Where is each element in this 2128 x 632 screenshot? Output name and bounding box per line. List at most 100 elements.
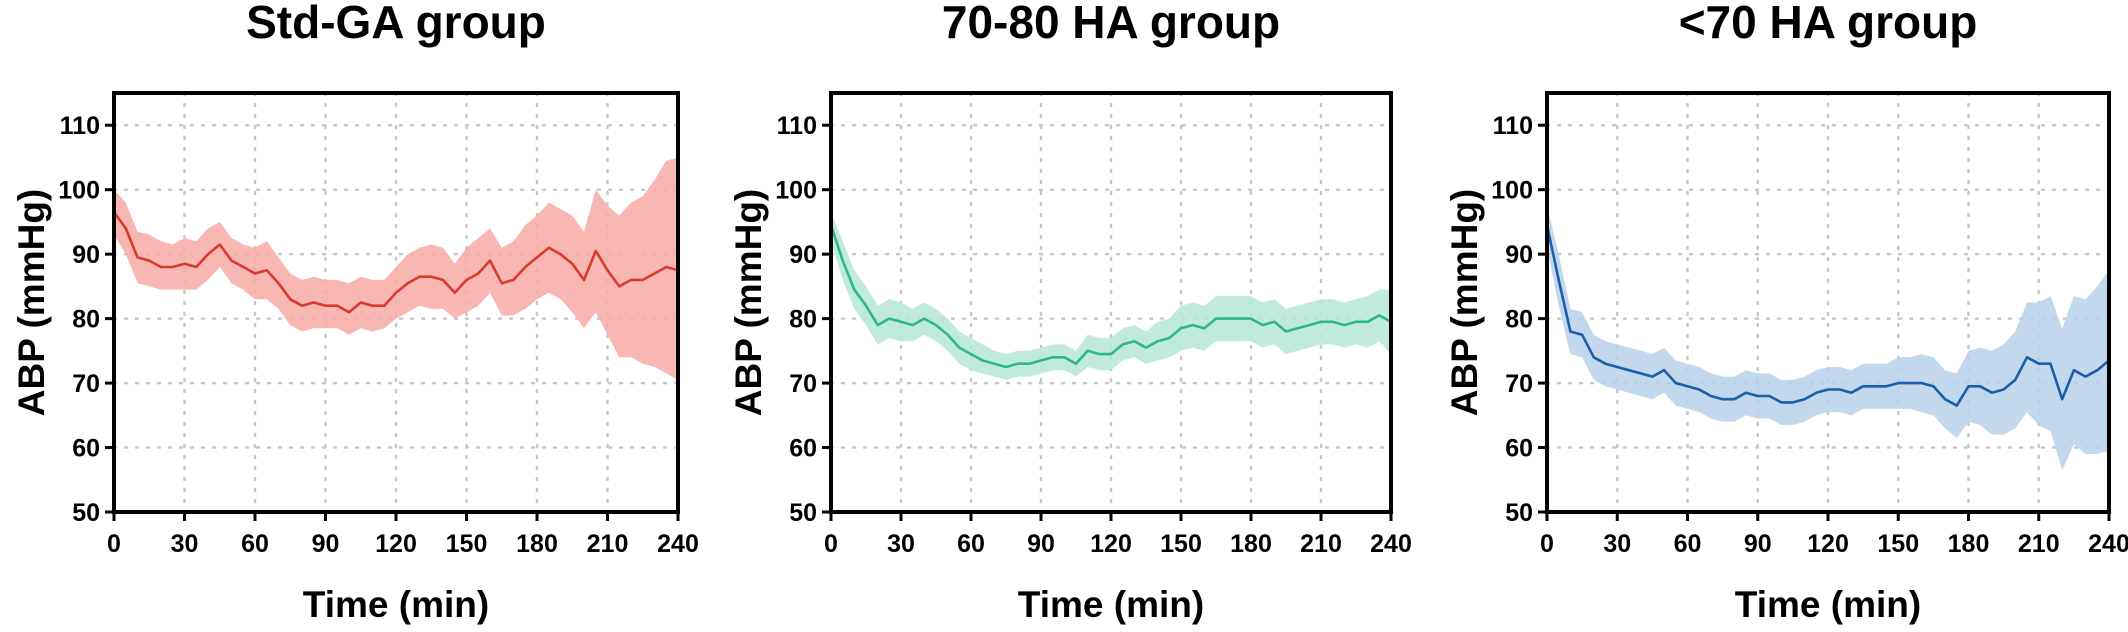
y-tick-label: 50 [789,499,817,527]
data-point [277,282,280,285]
data-point [1238,317,1241,320]
data-point [348,311,350,314]
data-point [501,282,503,285]
data-point [1803,398,1806,401]
y-tick-label: 60 [1505,435,1533,463]
data-point [923,317,926,320]
x-tick-label: 120 [1807,530,1849,558]
data-point [1721,398,1724,401]
data-point [1075,362,1077,365]
data-point [1040,359,1042,362]
data-point [841,259,844,262]
data-point [1897,382,1900,384]
data-point [935,324,937,326]
data-point [1226,317,1229,320]
y-tick-label: 80 [72,306,100,334]
data-point [1956,404,1958,407]
data-point [1909,382,1911,384]
data-point [254,272,256,275]
data-point [1874,385,1876,388]
y-tick-label: 90 [789,241,817,269]
data-point [489,259,491,262]
data-point [360,301,362,304]
x-tick-label: 210 [1300,530,1342,558]
data-point [876,324,879,326]
x-tick-label: 150 [1877,530,1919,558]
x-tick-label: 30 [1603,530,1631,558]
data-point [395,292,397,294]
data-point [207,253,209,255]
chart-panel-2: 70-80 HA group 50 60 70 80 90 100 110 0 30 60 90 120… [728,0,1412,625]
data-point [2014,379,2017,381]
data-point [2026,356,2028,359]
data-point [1991,391,1993,394]
data-point [1967,385,1970,388]
x-axis-label: Time (min) [303,584,489,625]
data-point [1733,398,1736,401]
data-point [1121,343,1124,346]
data-point [1215,317,1217,320]
x-tick-label: 0 [824,530,838,558]
chart-panel-1: Std-GA group 50 60 70 80 90 100 110 0 30 60 90 120 15… [11,0,699,625]
data-point [665,266,668,268]
data-point [1944,398,1946,401]
y-tick-label: 60 [72,435,100,463]
x-tick-label: 60 [1674,530,1702,558]
y-tick-label: 110 [60,112,100,140]
y-tick-label: 80 [789,306,817,334]
data-point [2073,369,2075,372]
data-point [1285,330,1287,333]
data-point [1932,385,1935,388]
data-point [1557,279,1560,281]
data-point [125,227,127,230]
data-point [336,304,339,307]
x-tick-label: 240 [2088,530,2128,558]
data-point [1098,353,1101,355]
data-point [1651,375,1654,378]
data-point [1686,385,1689,388]
y-tick-label: 80 [1505,306,1533,334]
data-point [477,272,480,275]
data-point [1156,340,1159,343]
data-point [2096,369,2099,372]
data-point [2084,375,2087,378]
data-point [595,250,597,252]
data-point [1028,362,1031,365]
data-point [183,263,186,265]
data-point [993,362,996,365]
y-tick-label: 100 [775,177,817,205]
data-point [242,266,245,268]
y-tick-label: 70 [72,370,100,398]
data-point [430,275,433,278]
y-tick-label: 90 [72,241,100,269]
data-point [1827,388,1829,391]
data-point [1675,382,1677,384]
data-point [548,246,550,249]
data-point [853,288,856,291]
x-tick-label: 120 [1090,530,1132,558]
data-point [1815,391,1818,394]
data-point [911,324,914,326]
data-point [1203,327,1206,330]
data-point [1110,353,1112,355]
y-tick-label: 60 [789,435,817,463]
data-point [1979,385,1981,388]
data-point [571,263,574,265]
data-point [1593,356,1595,359]
data-point [418,275,421,278]
data-point [2061,398,2063,401]
x-tick-label: 180 [1948,530,1990,558]
data-point [1698,388,1700,391]
data-point [454,292,456,294]
data-point [1616,366,1619,368]
data-point [289,298,292,301]
data-point [618,285,621,288]
y-tick-label: 110 [777,112,817,140]
data-point [1086,350,1089,352]
x-tick-label: 240 [657,530,699,558]
y-tick-label: 70 [789,370,817,398]
y-tick-label: 100 [1491,177,1533,205]
data-point [219,243,221,246]
x-axis-label: Time (min) [1018,584,1204,625]
y-tick-label: 90 [1505,241,1533,269]
